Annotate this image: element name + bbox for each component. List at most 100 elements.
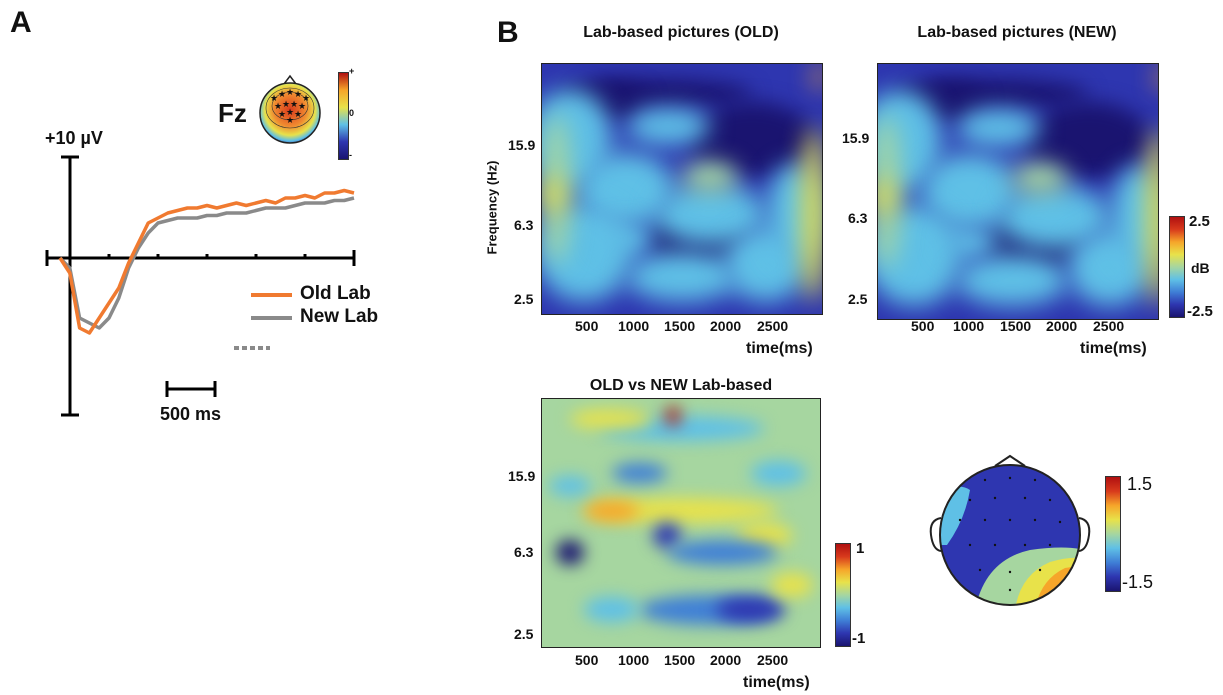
tf-diff-region	[667, 540, 779, 566]
diff-cbar-bottom-label: -1	[852, 630, 866, 647]
electrode-dot	[1033, 518, 1037, 522]
tf-power-region	[543, 176, 563, 212]
topo-cbar-bottom-label: -1.5	[1122, 572, 1154, 592]
legend-label-new: New Lab	[300, 306, 379, 327]
time-scale-label: 500 ms	[160, 404, 222, 424]
electrode-dot	[1008, 476, 1012, 480]
electrode-dot	[993, 496, 997, 500]
electrode-star-icon: ★	[278, 110, 286, 120]
map-diff-title: OLD vs NEW Lab-based	[589, 377, 773, 394]
diff-cbar-top-label: 1	[856, 540, 865, 557]
electrode-dot	[1058, 520, 1062, 524]
topo-region-darkred	[1063, 585, 1080, 605]
map-diff-xtick-5: 2500	[757, 652, 789, 668]
tf-power-region	[956, 108, 1041, 147]
map-new-xtick-4: 2000	[1046, 318, 1078, 334]
tf-power-region	[682, 161, 738, 192]
erp-chart	[45, 155, 356, 417]
electrode-dot	[1008, 570, 1012, 574]
electrode-star-icon: ★	[282, 100, 290, 110]
topo-left-ear	[929, 517, 942, 552]
map-old-xtick-5: 2500	[757, 318, 789, 334]
electrode-star-icon: ★	[274, 102, 282, 112]
power-colorbar	[1169, 216, 1185, 318]
map-old-ytick-3: 2.5	[514, 291, 534, 307]
electrode-star-icon: ★	[298, 102, 306, 112]
electrode-dot	[1033, 478, 1037, 482]
map-old-xtick-2: 1000	[618, 318, 650, 334]
tf-diff-region	[569, 408, 654, 429]
electrode-star-icon: ★	[278, 90, 286, 100]
map-old-ytick-2: 6.3	[514, 217, 534, 233]
topo-nose	[994, 454, 1026, 467]
fz-contour-2	[265, 87, 315, 129]
tf-map-old	[541, 63, 823, 315]
electrode-dot	[1023, 496, 1027, 500]
tf-power-region	[598, 224, 654, 254]
electrode-label: Fz	[218, 98, 247, 128]
map-diff-xtick-2: 1000	[618, 652, 650, 668]
electrode-star-icon: ★	[286, 116, 294, 126]
amplitude-scale-label: +10 µV	[45, 128, 103, 148]
topo-colorbar	[1105, 476, 1121, 592]
map-old-xtick-3: 1500	[664, 318, 696, 334]
electrode-dot	[1008, 588, 1012, 592]
fz-cbar-bottom-label: -	[349, 150, 352, 160]
tf-diff-region	[653, 523, 681, 548]
tf-diff-region	[583, 597, 640, 623]
tf-power-region	[626, 251, 738, 302]
power-cbar-top-label: 2.5	[1189, 213, 1210, 230]
electrode-star-icon: ★	[290, 100, 298, 110]
panel-letter-b: B	[497, 16, 519, 49]
map-old-xtick-4: 2000	[710, 318, 742, 334]
electrode-star-icon: ★	[294, 90, 302, 100]
map-new-xtick-1: 500	[911, 318, 935, 334]
fz-cbar-mid-label: 0	[349, 108, 355, 118]
electrode-dot	[983, 518, 987, 522]
tf-diff-region	[548, 475, 591, 496]
erp-line-old-lab	[58, 188, 355, 335]
power-cbar-bottom-label: -2.5	[1187, 303, 1213, 320]
tf-map-new	[877, 63, 1159, 320]
map-old-xlabel: time(ms)	[746, 340, 813, 357]
map-new-ytick-1: 15.9	[842, 130, 870, 146]
tf-diff-region	[611, 463, 668, 484]
electrode-dot	[968, 498, 972, 502]
fz-topo-map: ★ ★ ★ ★ ★★ ★ ★ ★★ ★ ★★	[259, 74, 321, 144]
electrode-dot	[1023, 543, 1027, 547]
electrode-dot	[993, 543, 997, 547]
map-diff-xtick-3: 1500	[664, 652, 696, 668]
electrode-star-icon: ★	[302, 94, 310, 104]
tf-diff-region	[750, 461, 807, 486]
map-diff-ytick-2: 6.3	[514, 544, 534, 560]
electrode-star-icon: ★	[286, 88, 294, 98]
legend-label-old: Old Lab	[300, 283, 371, 304]
diff-colorbar	[835, 543, 851, 647]
tf-diff-region	[665, 406, 680, 427]
map-diff-xlabel: time(ms)	[743, 674, 810, 691]
frequency-axis-label: Frequency (Hz)	[484, 160, 500, 255]
tf-power-region	[956, 255, 1069, 307]
map-old-ytick-1: 15.9	[508, 137, 536, 153]
tf-diff-region	[771, 572, 814, 598]
tf-power-region	[1012, 163, 1069, 195]
map-new-title: Lab-based pictures (NEW)	[917, 24, 1117, 41]
electrode-dot	[958, 518, 962, 522]
tf-power-region	[942, 227, 999, 258]
tf-power-region	[813, 64, 822, 89]
electrode-dot	[978, 568, 982, 572]
map-diff-xtick-1: 500	[575, 652, 599, 668]
tf-power-region	[1158, 64, 1159, 90]
electrode-dot	[1008, 518, 1012, 522]
power-cbar-unit-label: dB	[1191, 260, 1210, 276]
panel-letter-a: A	[10, 6, 32, 39]
map-new-xtick-3: 1500	[1000, 318, 1032, 334]
tf-power-region	[878, 178, 894, 215]
electrode-dot	[1038, 568, 1042, 572]
tf-diff-region	[555, 540, 584, 566]
map-diff-xtick-4: 2000	[710, 652, 742, 668]
electrode-star-icon: ★	[270, 94, 278, 104]
tf-power-region	[802, 126, 822, 302]
topo-head-outline	[939, 464, 1081, 606]
map-new-xlabel: time(ms)	[1080, 340, 1147, 357]
